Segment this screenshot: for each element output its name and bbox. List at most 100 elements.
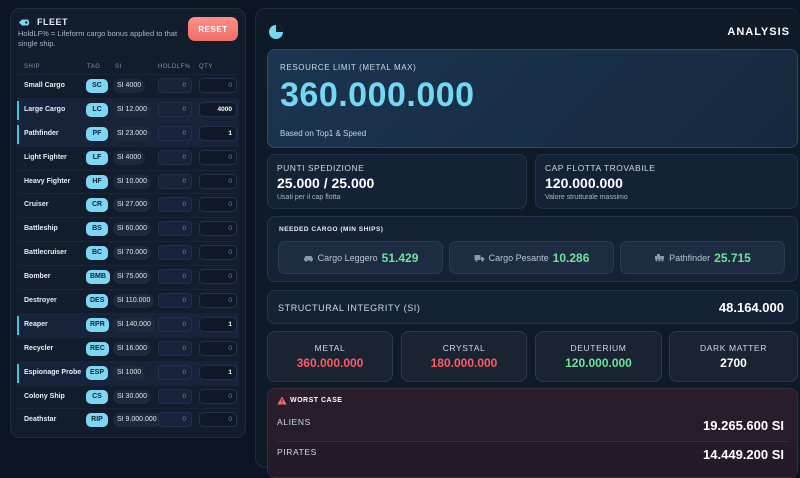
holdlf-input[interactable]: 0	[158, 340, 192, 356]
ship-si-badge: SI 70.000	[113, 246, 151, 261]
ship-tag-badge: REC	[86, 341, 109, 356]
analysis-panel: ANALYSIS RESOURCE LIMIT (METAL MAX) 360.…	[255, 8, 800, 478]
qty-input[interactable]: 0	[199, 149, 237, 165]
dark-matter-value: 2700	[720, 356, 747, 370]
qty-input[interactable]: 0	[199, 221, 237, 237]
punti-label: PUNTI SPEDIZIONE	[277, 163, 365, 173]
rover-icon	[655, 254, 665, 262]
qty-input[interactable]: 1	[199, 316, 237, 332]
ship-name: Light Fighter	[24, 153, 67, 161]
holdlf-input[interactable]: 0	[158, 173, 192, 189]
cap-sub: Valore strutturale massimo	[545, 194, 628, 201]
fleet-row: Reaper RPR SI 140.000 0 1	[17, 312, 239, 337]
fleet-row: Deathstar RIP SI 9.000.000 0 0	[17, 408, 239, 432]
fleet-row: Heavy Fighter HF SI 10.000 0 0	[17, 169, 239, 194]
fleet-header: FLEET	[18, 17, 68, 27]
holdlf-input[interactable]: 0	[158, 197, 192, 213]
qty-input[interactable]: 1	[199, 364, 237, 380]
fleet-row: Battleship BS SI 60.000 0 0	[17, 217, 239, 241]
worst-case-pirates-value: 14.449.200 SI	[703, 447, 784, 462]
cargo-pill-pathfinder: Pathfinder 25.715	[620, 241, 785, 274]
fleet-row: Recycler REC SI 16.000 0 0	[17, 336, 239, 361]
holdlf-input[interactable]: 0	[158, 125, 192, 141]
ship-tag-badge: BC	[86, 246, 108, 261]
ship-si-badge: SI 9.000.000	[113, 413, 161, 428]
qty-input[interactable]: 0	[199, 388, 237, 404]
ship-si-badge: SI 27.000	[113, 198, 151, 213]
structural-integrity-card: STRUCTURAL INTEGRITY (SI) 48.164.000	[267, 290, 798, 324]
structural-integrity-value: 48.164.000	[718, 300, 784, 315]
metal-card: METAL 360.000.000	[267, 331, 393, 382]
ship-si-badge: SI 1000	[113, 365, 146, 380]
qty-input[interactable]: 0	[199, 293, 237, 309]
worst-case-aliens-label: ALIENS	[277, 417, 311, 427]
needed-cargo-label: NEEDED CARGO (MIN SHIPS)	[279, 226, 384, 233]
holdlf-input[interactable]: 0	[158, 293, 192, 309]
qty-input[interactable]: 0	[199, 412, 237, 428]
cap-value: 120.000.000	[545, 175, 623, 191]
qty-input[interactable]: 4000	[199, 101, 237, 117]
worst-case-card: WORST CASE ALIENS 19.265.600 SI PIRATES …	[267, 388, 798, 478]
holdlf-input[interactable]: 0	[158, 101, 192, 117]
qty-input[interactable]: 0	[199, 269, 237, 285]
ship-tag-badge: SC	[86, 79, 108, 93]
resource-limit-label: RESOURCE LIMIT (METAL MAX)	[280, 63, 417, 72]
resource-limit-sub: Based on Top1 & Speed	[280, 129, 367, 138]
crystal-value: 180.000.000	[430, 356, 498, 370]
holdlf-input[interactable]: 0	[158, 412, 192, 428]
fleet-row: Large Cargo LC SI 12.000 0 4000	[17, 97, 239, 122]
qty-input[interactable]: 0	[199, 173, 237, 189]
worst-case-aliens-value: 19.265.600 SI	[703, 418, 784, 433]
fleet-row: Light Fighter LF SI 4000 0 0	[17, 145, 239, 170]
ship-tag-badge: ESP	[86, 365, 109, 380]
qty-input[interactable]: 0	[199, 78, 237, 93]
ship-tag-badge: CR	[86, 198, 108, 213]
column-header-ship: SHIP	[24, 64, 41, 70]
qty-input[interactable]: 0	[199, 245, 237, 261]
ship-si-badge: SI 140.000	[113, 317, 155, 332]
holdlf-input[interactable]: 0	[158, 388, 192, 404]
cargo-pill-name: Pathfinder	[669, 252, 711, 263]
ship-si-badge: SI 12.000	[113, 102, 151, 117]
deuterium-card: DEUTERIUM 120.000.000	[535, 331, 662, 382]
crystal-label: CRYSTAL	[442, 343, 486, 353]
holdlf-input[interactable]: 0	[158, 245, 192, 261]
cargo-pill-name: Cargo Leggero	[317, 252, 378, 263]
ship-name: Recycler	[24, 344, 54, 352]
deuterium-value: 120.000.000	[565, 356, 632, 370]
ship-name: Heavy Fighter	[24, 177, 71, 185]
ship-si-badge: SI 10.000	[113, 174, 151, 189]
cap-flotta-card: CAP FLOTTA TROVABILE 120.000.000 Valore …	[535, 154, 798, 209]
reset-button[interactable]: RESET	[188, 17, 238, 41]
truck-icon	[474, 254, 485, 262]
dark-matter-card: DARK MATTER 2700	[669, 331, 798, 382]
ship-name: Cruiser	[24, 201, 49, 209]
ship-tag-badge: BS	[86, 222, 108, 237]
ship-tag-badge: RIP	[86, 413, 108, 428]
crystal-card: CRYSTAL 180.000.000	[401, 331, 527, 382]
structural-integrity-label: STRUCTURAL INTEGRITY (SI)	[278, 303, 421, 313]
qty-input[interactable]: 1	[199, 125, 237, 141]
qty-input[interactable]: 0	[199, 197, 237, 213]
cargo-pill-leggero: Cargo Leggero 51.429	[278, 241, 443, 274]
ship-tag-badge: HF	[86, 174, 108, 189]
worst-case-label: WORST CASE	[290, 397, 343, 404]
column-header-hold: HOLDLF%	[158, 64, 191, 70]
deuterium-label: DEUTERIUM	[570, 343, 627, 353]
holdlf-input[interactable]: 0	[158, 78, 192, 93]
ship-tag-badge: LC	[86, 102, 108, 117]
holdlf-input[interactable]: 0	[158, 149, 192, 165]
warning-icon	[277, 396, 287, 405]
fleet-table: Small Cargo SC SI 4000 0 0 Large Cargo LC SI 12…	[17, 74, 239, 432]
fleet-row: Espionage Probe ESP SI 1000 0 1	[17, 360, 239, 385]
holdlf-input[interactable]: 0	[158, 269, 192, 285]
holdlf-input[interactable]: 0	[158, 316, 192, 332]
qty-input[interactable]: 0	[199, 340, 237, 356]
car-icon	[303, 255, 313, 262]
holdlf-input[interactable]: 0	[158, 221, 192, 237]
ship-name: Destroyer	[24, 297, 57, 305]
fleet-row: Pathfinder PF SI 23.000 0 1	[17, 121, 239, 146]
holdlf-input[interactable]: 0	[158, 364, 192, 380]
fleet-row: Small Cargo SC SI 4000 0 0	[17, 74, 239, 98]
ship-si-badge: SI 23.000	[113, 126, 151, 141]
